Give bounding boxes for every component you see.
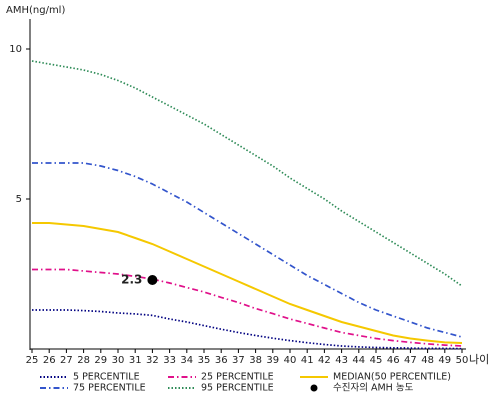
series-line	[32, 309, 463, 350]
x-tick-label: 39	[266, 355, 279, 366]
x-tick-label: 49	[438, 355, 451, 366]
x-tick-label: 48	[421, 355, 434, 366]
x-tick-label: 31	[129, 355, 142, 366]
x-tick-label: 41	[301, 355, 314, 366]
data-point	[147, 275, 158, 285]
x-tick-label: 33	[163, 355, 176, 366]
y-tick-label: 5	[16, 194, 22, 205]
x-tick-label: 29	[94, 355, 107, 366]
legend-label: 25 PERCENTILE	[201, 372, 274, 383]
x-tick-label: 40	[284, 355, 297, 366]
y-axis-label: AMH(ng/ml)	[6, 5, 65, 16]
legend-label: 75 PERCENTILE	[73, 383, 146, 394]
x-tick-label: 37	[232, 355, 245, 366]
x-tick-label: 25	[26, 355, 39, 366]
x-tick-label: 30	[112, 355, 125, 366]
x-tick-label: 44	[352, 355, 365, 366]
y-tick-label: 10	[9, 44, 22, 55]
legend-label: MEDIAN(50 PERCENTILE)	[333, 372, 451, 383]
x-tick-label: 27	[60, 355, 73, 366]
x-tick-label: 43	[335, 355, 348, 366]
x-tick-label: 45	[370, 355, 383, 366]
x-axis-label: 나이	[469, 353, 489, 366]
legend-label: 5 PERCENTILE	[73, 372, 140, 383]
series-line	[31, 60, 463, 287]
series-line	[32, 222, 463, 344]
x-tick-label: 42	[318, 355, 331, 366]
legend-marker	[310, 384, 318, 392]
x-tick-label: 36	[215, 355, 228, 366]
data-label: 2.3	[121, 273, 142, 287]
x-tick-label: 38	[249, 355, 262, 366]
series-line	[32, 162, 463, 338]
x-tick-label: 34	[180, 355, 193, 366]
x-tick-label: 35	[198, 355, 211, 366]
x-tick-label: 26	[43, 355, 56, 366]
x-tick-label: 50	[456, 355, 469, 366]
x-tick-label: 47	[404, 355, 417, 366]
legend-label: 수진자의 AMH 농도	[333, 383, 414, 394]
series-line	[32, 268, 463, 347]
legend-label: 95 PERCENTILE	[201, 383, 274, 394]
x-tick-label: 32	[146, 355, 159, 366]
x-tick-label: 46	[387, 355, 400, 366]
x-tick-label: 28	[77, 355, 90, 366]
